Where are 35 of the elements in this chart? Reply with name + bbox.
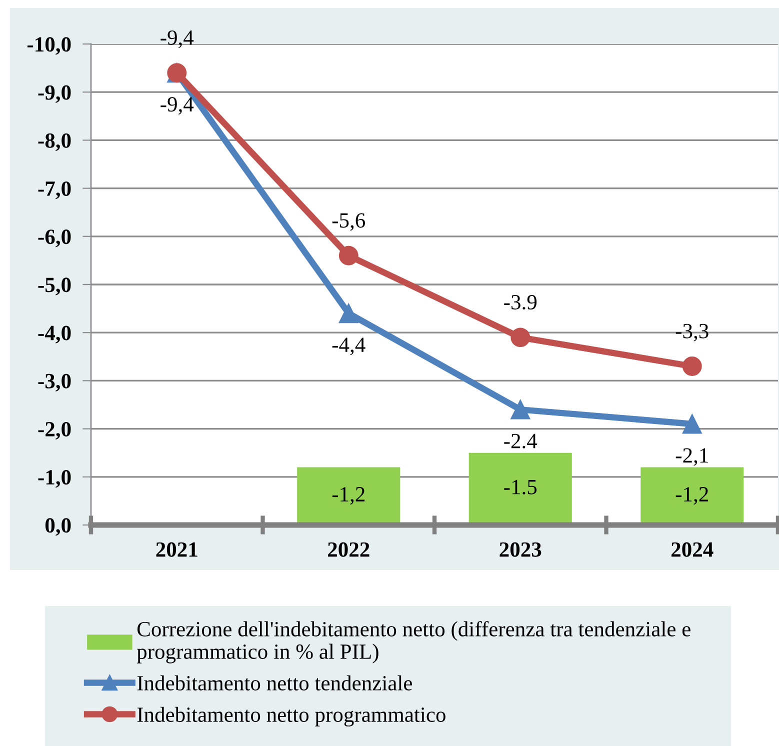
- y-tick-label: 0,0: [45, 518, 71, 536]
- y-tick-label: -10,0: [28, 37, 71, 55]
- point: [338, 246, 358, 266]
- x-tick-label: 2021: [156, 542, 198, 557]
- y-tick-label: -3,0: [38, 374, 71, 392]
- y-tick-label: -6,0: [38, 230, 71, 248]
- data-label: -3,3: [676, 324, 708, 342]
- legend-label: Correzione dell'indebitamento netto (differenza tra tendenziale e programmatico in % al PIL): [136, 621, 690, 664]
- point: [510, 328, 530, 348]
- y-tick-label: -1,0: [38, 470, 71, 488]
- legend-label: Indebitamento netto tendenziale: [137, 675, 412, 691]
- data-label: -9,4: [160, 97, 194, 115]
- data-label: -3.9: [504, 295, 537, 310]
- data-label: -2.4: [504, 434, 538, 448]
- data-label: -5,6: [332, 213, 366, 231]
- y-tick-label: -5,0: [38, 278, 71, 296]
- y-tick-label: -7,0: [38, 181, 71, 200]
- x-tick-label: 2024: [672, 542, 714, 557]
- data-label: -9,4: [160, 30, 194, 48]
- point: [682, 356, 702, 376]
- y-tick-label: -9,0: [38, 85, 71, 103]
- point: [510, 400, 530, 420]
- y-tick-label: -4,0: [38, 326, 71, 344]
- point: [682, 414, 702, 434]
- data-label: -2,1: [676, 448, 708, 466]
- data-label: -1.5: [504, 480, 537, 494]
- y-tick-label: -8,0: [38, 133, 71, 152]
- data-label: -1,2: [332, 487, 364, 505]
- point: [338, 304, 358, 324]
- y-tick-label: -2,0: [38, 422, 71, 440]
- data-label: -1,2: [676, 487, 708, 505]
- legend-label: Indebitamento netto programmatico: [137, 706, 446, 726]
- x-tick-label: 2023: [500, 542, 542, 557]
- data-label: -4,4: [332, 338, 366, 356]
- x-tick-label: 2022: [328, 542, 370, 557]
